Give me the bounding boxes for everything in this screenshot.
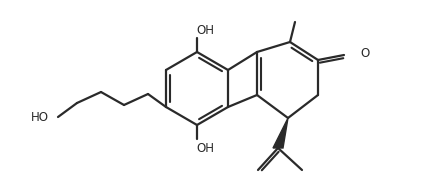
Text: OH: OH [196,24,214,36]
Text: OH: OH [196,142,214,154]
Text: HO: HO [31,111,49,123]
Text: O: O [360,47,369,59]
Polygon shape [273,118,288,148]
